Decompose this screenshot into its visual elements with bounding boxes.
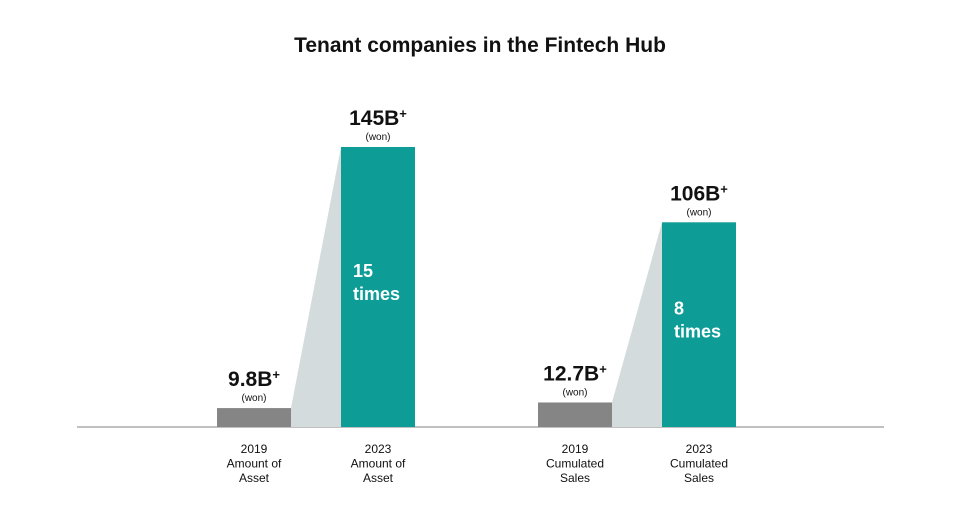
value-label-2023-sales: 106B+	[670, 181, 728, 205]
category-label-2023-asset-1: Amount of	[351, 457, 406, 471]
category-label-2019-sales-0: 2019	[562, 442, 589, 456]
value-label-2023-asset: 145B+	[349, 106, 407, 130]
unit-label-2019-sales: (won)	[562, 387, 587, 398]
category-label-2023-sales-2: Sales	[684, 471, 714, 485]
unit-label-2019-asset: (won)	[241, 393, 266, 404]
ratio-label-sales-1: times	[674, 322, 721, 342]
category-label-2023-sales-0: 2023	[686, 442, 713, 456]
bar-2019-sales	[538, 402, 612, 427]
category-label-2023-sales-1: Cumulated	[670, 457, 728, 471]
growth-wedge-sales	[612, 222, 662, 427]
category-label-2019-asset-2: Asset	[239, 471, 270, 485]
category-label-2019-asset-1: Amount of	[227, 457, 282, 471]
category-label-2019-asset-0: 2019	[241, 442, 268, 456]
unit-label-2023-sales: (won)	[686, 207, 711, 218]
bar-2023-sales	[662, 222, 736, 427]
ratio-label-sales-0: 8	[674, 299, 684, 319]
growth-wedge-asset	[291, 147, 341, 427]
value-label-2019-sales: 12.7B+	[543, 361, 607, 385]
value-label-2019-asset: 9.8B+	[228, 367, 280, 391]
category-label-2023-asset-2: Asset	[363, 471, 394, 485]
chart-title: Tenant companies in the Fintech Hub	[294, 34, 666, 57]
bar-2019-asset	[217, 408, 291, 427]
bar-2023-asset	[341, 147, 415, 427]
ratio-label-asset-0: 15	[353, 261, 373, 281]
unit-label-2023-asset: (won)	[365, 132, 390, 143]
category-label-2023-asset-0: 2023	[365, 442, 392, 456]
ratio-label-asset-1: times	[353, 284, 400, 304]
category-label-2019-sales-1: Cumulated	[546, 457, 604, 471]
category-label-2019-sales-2: Sales	[560, 471, 590, 485]
